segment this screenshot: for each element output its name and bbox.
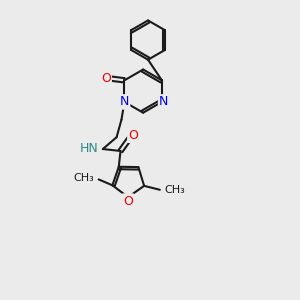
Text: HN: HN [80,142,99,154]
Text: N: N [120,95,129,108]
Text: N: N [159,95,169,108]
Text: O: O [128,129,138,142]
Text: CH₃: CH₃ [165,185,185,195]
Text: O: O [123,194,133,208]
Text: O: O [101,72,111,85]
Text: CH₃: CH₃ [73,173,94,183]
